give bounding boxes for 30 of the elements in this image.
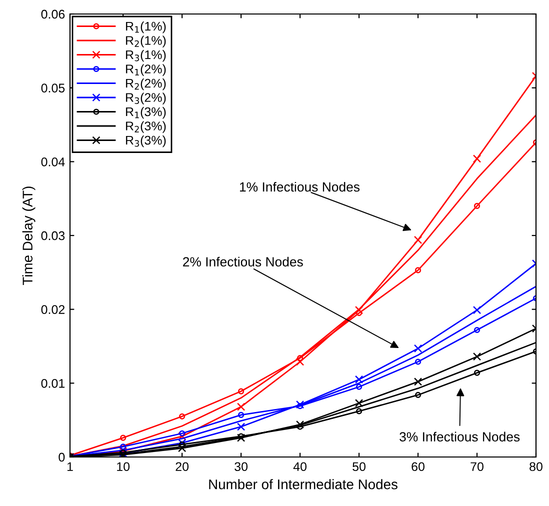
- y-tick-label: 0.01: [41, 378, 65, 388]
- y-tick-label: 0.03: [41, 231, 65, 240]
- legend-label: R$_{3}$(3%): [126, 136, 166, 148]
- x-tick-label: 60: [412, 462, 424, 472]
- legend-label: R$_{2}$(2%): [126, 78, 166, 90]
- x-tick-label: 30: [234, 462, 248, 472]
- y-tick-label: 0.06: [41, 10, 65, 19]
- x-tick-label: 10: [117, 462, 130, 472]
- x-tick-label: 1: [67, 462, 73, 471]
- legend-label: R$_{1}$(2%): [126, 64, 166, 76]
- x-tick-label: 40: [293, 462, 307, 472]
- y-tick-label: 0.04: [41, 157, 65, 166]
- legend-label: R$_{1}$(3%): [126, 107, 166, 119]
- y-tick-label: 0.05: [41, 84, 65, 92]
- legend-label: R$_{3}$(1%): [126, 50, 166, 62]
- x-tick-label: 80: [530, 462, 542, 472]
- annotation: 2% Infectious Nodes: [183, 256, 303, 267]
- legend-label: R$_{3}$(2%): [126, 92, 166, 104]
- annotation: 1% Infectious Nodes: [240, 182, 360, 192]
- x-tick-label: 50: [352, 462, 366, 472]
- x-axis-title: Number of Intermediate Nodes: [209, 479, 398, 490]
- legend-label: R$_{1}$(1%): [126, 22, 166, 34]
- legend-label: R$_{2}$(3%): [126, 121, 166, 133]
- annotation: 3% Infectious Nodes: [400, 432, 520, 442]
- x-tick-label: 20: [176, 462, 189, 472]
- y-tick-label: 0: [58, 452, 65, 462]
- y-axis-title: Time Delay (AT): [22, 186, 36, 285]
- y-tick-label: 0.02: [41, 305, 65, 314]
- legend-label: R$_{2}$(1%): [126, 36, 166, 48]
- x-tick-label: 70: [470, 462, 484, 472]
